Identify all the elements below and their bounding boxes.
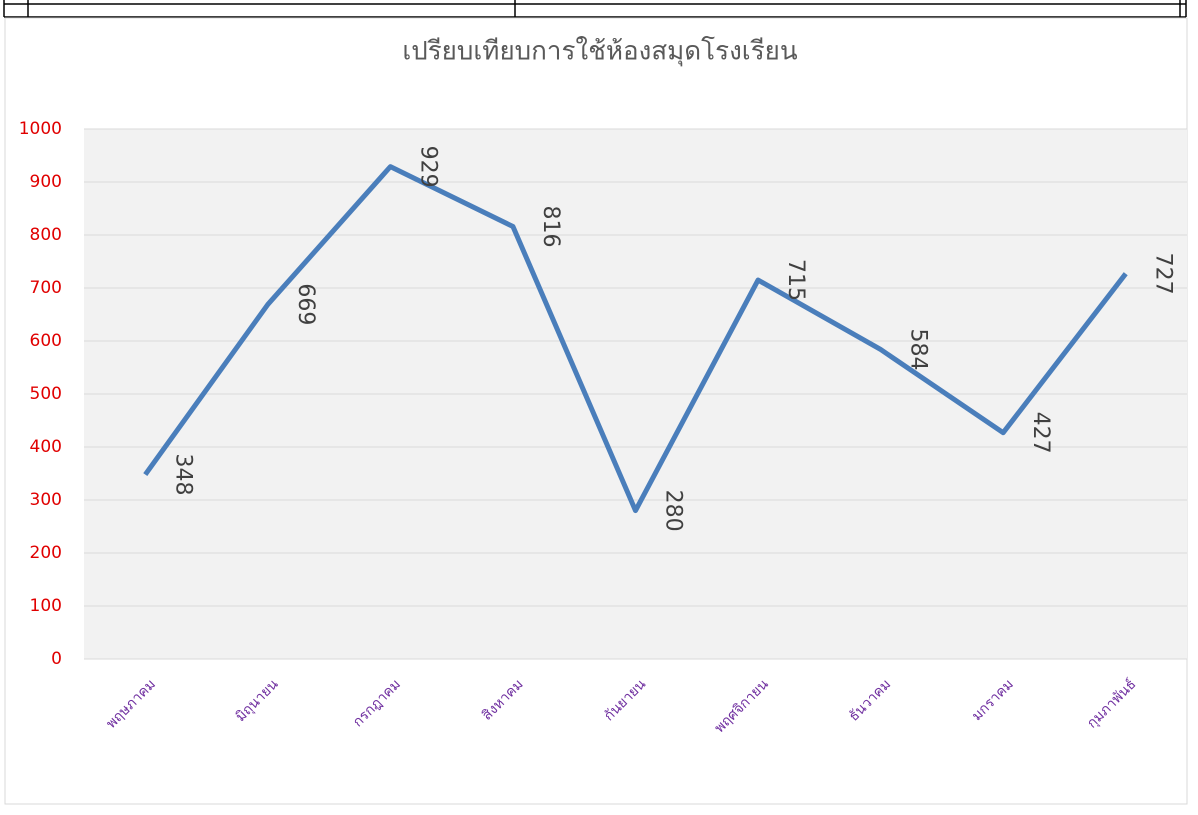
data-label: 669 [293, 283, 318, 325]
data-label: 280 [661, 490, 686, 532]
y-tick-label: 0 [51, 649, 62, 669]
y-tick-label: 300 [30, 490, 62, 510]
data-label: 816 [538, 206, 563, 248]
data-label: 348 [170, 454, 195, 496]
y-tick-label: 1000 [19, 119, 62, 139]
y-tick-label: 100 [30, 596, 62, 616]
chart-title: เปรียบเทียบการใช้ห้องสมุดโรงเรียน [402, 36, 798, 67]
data-label: 929 [415, 146, 440, 188]
y-tick-label: 600 [30, 331, 62, 351]
line [143, 164, 1128, 514]
data-label: 715 [783, 259, 808, 301]
data-label: 584 [906, 328, 931, 370]
y-tick-label: 500 [30, 384, 62, 404]
data-label: 727 [1151, 253, 1176, 295]
y-tick-label: 700 [30, 278, 62, 298]
y-tick-label: 400 [30, 437, 62, 457]
y-tick-label: 200 [30, 543, 62, 563]
y-tick-label: 900 [30, 172, 62, 192]
y-tick-label: 800 [30, 225, 62, 245]
table-frame [3, 0, 1187, 18]
data-label: 427 [1028, 412, 1053, 454]
